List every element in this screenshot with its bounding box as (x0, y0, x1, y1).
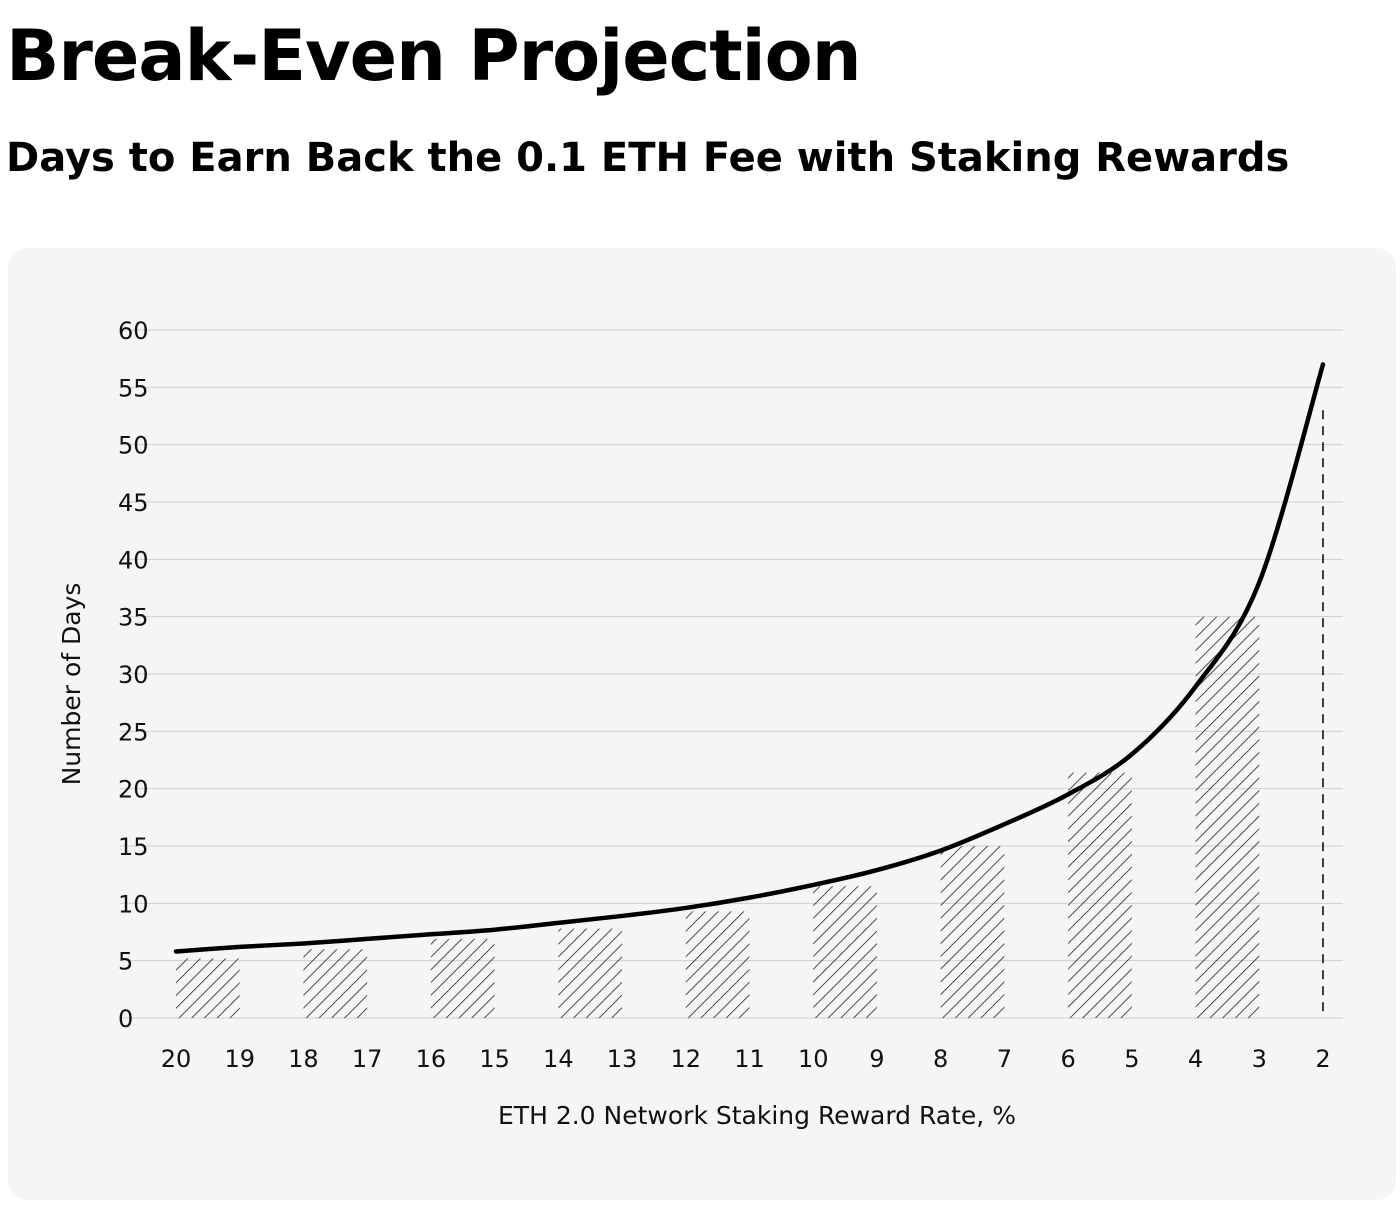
x-tick-label: 7 (997, 1045, 1012, 1073)
x-tick-label: 4 (1188, 1045, 1203, 1073)
hatched-bar (303, 949, 368, 1018)
y-tick-label: 15 (118, 833, 149, 861)
x-tick-label: 15 (479, 1045, 510, 1073)
y-tick-label: 5 (118, 948, 133, 976)
hatched-bar (176, 958, 240, 1018)
page-title: Break-Even Projection (6, 15, 862, 97)
x-tick-label: 14 (543, 1045, 574, 1073)
y-axis-label: Number of Days (57, 583, 86, 786)
x-tick-label: 9 (869, 1045, 884, 1073)
hatched-bar (940, 846, 1005, 1018)
y-tick-label: 60 (118, 317, 149, 345)
x-tick-label: 11 (734, 1045, 765, 1073)
y-tick-label: 10 (118, 890, 149, 918)
y-tick-label: 40 (118, 546, 149, 574)
x-tick-label: 13 (607, 1045, 638, 1073)
hatched-bar (685, 911, 750, 1018)
bars (176, 616, 1260, 1018)
y-tick-label: 0 (118, 1005, 133, 1033)
hatched-bar (1195, 616, 1260, 1018)
line-layer (173, 362, 1326, 954)
break-even-curve (173, 362, 1326, 954)
hatched-bar (813, 886, 877, 1018)
y-tick-label: 45 (118, 489, 149, 517)
x-tick-label: 19 (224, 1045, 255, 1073)
x-tick-label: 17 (352, 1045, 383, 1073)
y-tick-label: 35 (118, 604, 149, 632)
y-tick-label: 30 (118, 661, 149, 689)
x-tick-label: 5 (1124, 1045, 1139, 1073)
x-axis-label: ETH 2.0 Network Staking Reward Rate, % (498, 1101, 1016, 1130)
y-tick-label: 20 (118, 776, 149, 804)
x-tick-label: 8 (933, 1045, 948, 1073)
x-tick-label: 3 (1252, 1045, 1267, 1073)
x-tick-label: 10 (798, 1045, 829, 1073)
x-tick-label: 20 (161, 1045, 192, 1073)
x-tick-label: 18 (288, 1045, 319, 1073)
y-tick-label: 50 (118, 432, 149, 460)
page-subtitle: Days to Earn Back the 0.1 ETH Fee with S… (6, 135, 1290, 181)
y-tick-label: 25 (118, 718, 149, 746)
x-tick-label: 16 (416, 1045, 447, 1073)
x-tick-label: 12 (671, 1045, 702, 1073)
y-tick-label: 55 (118, 374, 149, 402)
hatched-bar (558, 928, 623, 1018)
hatched-bar (430, 938, 495, 1018)
x-tick-label: 2 (1315, 1045, 1330, 1073)
x-tick-label: 6 (1060, 1045, 1075, 1073)
hatched-bar (1068, 772, 1132, 1018)
